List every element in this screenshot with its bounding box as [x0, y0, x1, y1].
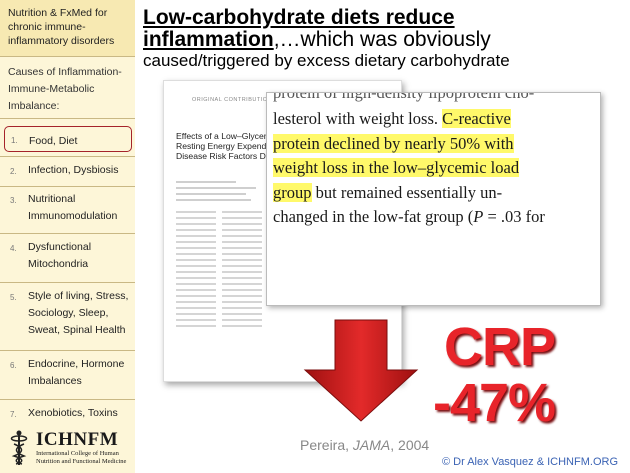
excerpt-text: lesterol with weight loss. C-reactive pr…: [273, 107, 600, 230]
sidebar-item-label: Xenobiotics, Toxins: [28, 407, 118, 419]
excerpt-highlight: protein declined by nearly 50% with: [273, 133, 514, 153]
paper-text-column: [176, 211, 216, 331]
paper-tag: ORIGINAL CONTRIBUTION: [192, 97, 272, 103]
sidebar-item-number: 6.: [10, 361, 17, 370]
sidebar-header: Nutrition & FxMed for chronic immune-inf…: [0, 0, 135, 56]
divider: [0, 399, 135, 400]
crp-change-value: -47%: [433, 373, 556, 433]
slide-title-line2: inflammation,…which was obviously: [143, 28, 491, 52]
excerpt-line6: changed in the low-fat group (: [273, 207, 474, 226]
paper-text-column: [222, 211, 262, 331]
sidebar-item-food-diet[interactable]: 1. Food, Diet: [4, 126, 132, 152]
crp-label: CRP: [444, 317, 556, 377]
sidebar-item-label: Nutritional Immunomodulation: [28, 193, 118, 222]
sidebar-item-label: Infection, Dysbiosis: [28, 164, 119, 176]
divider: [0, 186, 135, 187]
divider: [0, 350, 135, 351]
down-arrow-icon: [303, 319, 419, 422]
sidebar-item-label: Food, Diet: [29, 135, 78, 147]
sidebar-item-label: Style of living, Stress, Sociology, Slee…: [28, 290, 129, 336]
sidebar-item-number: 2.: [10, 167, 17, 176]
divider: [0, 156, 135, 157]
divider: [0, 233, 135, 234]
excerpt-line6-rest: = .03 for: [483, 207, 545, 226]
caduceus-icon: [10, 430, 28, 465]
divider: [0, 282, 135, 283]
excerpt-pre: lesterol with weight loss.: [273, 109, 443, 128]
sidebar-item-label: Dysfunctional Mitochondria: [28, 241, 92, 270]
logo-subtitle: International College of Human Nutrition…: [36, 450, 127, 465]
paper-byline: [176, 181, 276, 205]
sidebar-item-number: 7.: [10, 410, 17, 419]
sidebar-subtitle: Causes of Inflammation-Immune-Metabolic …: [8, 66, 122, 112]
ichnfm-logo: ICHNFM International College of Human Nu…: [4, 428, 132, 470]
citation: Pereira, JAMA, 2004: [300, 437, 429, 453]
divider: [0, 118, 135, 119]
citation-journal: JAMA: [352, 437, 391, 453]
sidebar-item-number: 3.: [10, 196, 17, 205]
slide-title-keyword: inflammation: [143, 28, 274, 51]
sidebar-item-number: 1.: [11, 136, 18, 145]
sidebar-title: Nutrition & FxMed for chronic immune-inf…: [8, 7, 115, 47]
excerpt-highlight: C-reactive: [442, 109, 511, 128]
sidebar-item-label: Endocrine, Hormone Imbalances: [28, 358, 125, 387]
sidebar: Nutrition & FxMed for chronic immune-inf…: [0, 0, 135, 473]
divider: [0, 56, 135, 57]
zoomed-excerpt: protein of high-density lipoprotein cho-…: [266, 92, 601, 306]
excerpt-cut-line: protein of high-density lipoprotein cho-: [273, 92, 535, 102]
slide-title-rest: ,…which was obviously: [273, 28, 491, 51]
slide-title: Low-carbohydrate diets reduce: [143, 6, 455, 29]
sidebar-item-number: 5.: [10, 293, 17, 302]
excerpt-post: but remained essentially un-: [311, 182, 503, 202]
excerpt-highlight: weight loss in the low–glycemic load: [273, 158, 520, 177]
copyright-notice: © Dr Alex Vasquez & ICHNFM.ORG: [442, 456, 618, 468]
citation-author: Pereira,: [300, 437, 353, 453]
excerpt-p: P: [473, 207, 484, 226]
slide-subtitle: caused/triggered by excess dietary carbo…: [143, 51, 510, 70]
logo-wordmark: ICHNFM: [36, 429, 119, 450]
citation-year: , 2004: [390, 437, 430, 453]
sidebar-item-number: 4.: [10, 244, 17, 253]
paper-title: Effects of a Low–Glycemic Load Diet on R…: [176, 131, 335, 161]
excerpt-highlight: group: [273, 182, 312, 202]
